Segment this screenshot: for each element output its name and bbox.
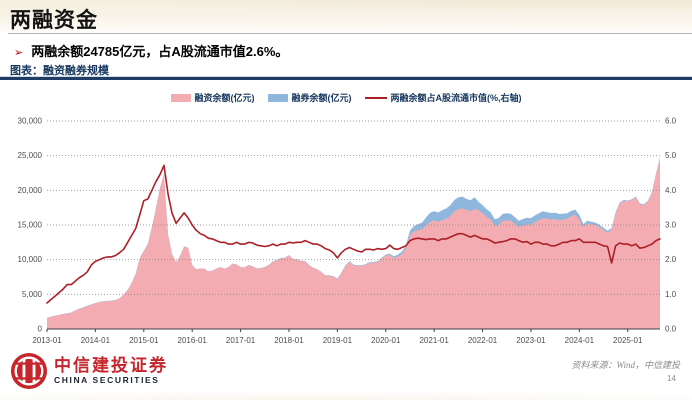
legend-item-ratio: 两融余额占A股流通市值(%,右轴) <box>364 91 522 104</box>
svg-text:5.0: 5.0 <box>665 151 677 160</box>
svg-text:10,000: 10,000 <box>18 255 43 264</box>
svg-text:4.0: 4.0 <box>665 186 677 195</box>
key-point-text: 两融余额24785亿元，占A股流通市值2.6%。 <box>31 44 289 59</box>
svg-text:20,000: 20,000 <box>18 186 43 195</box>
svg-text:25,000: 25,000 <box>18 151 43 160</box>
securities-swatch <box>267 93 288 102</box>
svg-text:2015-01: 2015-01 <box>129 336 159 345</box>
svg-text:2025-01: 2025-01 <box>613 336 643 345</box>
legend-item-securities: 融券余额(亿元) <box>267 91 352 104</box>
caption-divider <box>0 76 692 80</box>
svg-text:1.0: 1.0 <box>665 290 677 299</box>
svg-text:2013-01: 2013-01 <box>32 336 62 345</box>
svg-text:0: 0 <box>38 325 43 334</box>
key-point-row: ➢ 两融余额24785亿元，占A股流通市值2.6%。 <box>14 41 288 61</box>
svg-text:3.0: 3.0 <box>665 221 677 230</box>
logo-text: 中信建投证券 CHINA SECURITIES <box>54 357 168 385</box>
svg-text:15,000: 15,000 <box>18 221 43 230</box>
svg-text:5,000: 5,000 <box>22 290 43 299</box>
svg-text:2023-01: 2023-01 <box>516 336 546 345</box>
svg-text:2024-01: 2024-01 <box>565 336 595 345</box>
bullet-arrow-icon: ➢ <box>14 47 24 59</box>
svg-text:2018-01: 2018-01 <box>274 336 304 345</box>
svg-text:2022-01: 2022-01 <box>468 336 498 345</box>
bottom-marble-texture <box>0 380 692 400</box>
legend-securities-label: 融券余额(亿元) <box>291 93 352 103</box>
logo-english-name: CHINA SECURITIES <box>54 374 160 385</box>
svg-text:2021-01: 2021-01 <box>419 336 449 345</box>
figure-caption: 图表：融资融券规模 <box>10 65 109 77</box>
source-note: 资料来源：Wind，中信建投 <box>571 360 680 370</box>
page-number: 14 <box>667 374 676 383</box>
logo-chinese-name: 中信建投证券 <box>54 356 168 376</box>
svg-text:2020-01: 2020-01 <box>371 336 401 345</box>
title-divider <box>8 33 692 34</box>
legend-ratio-label: 两融余额占A股流通市值(%,右轴) <box>390 93 522 103</box>
chart-legend: 融资余额(亿元) 融券余额(亿元) 两融余额占A股流通市值(%,右轴) <box>0 91 692 104</box>
legend-financing-label: 融资余额(亿元) <box>194 93 255 103</box>
svg-text:2019-01: 2019-01 <box>323 336 353 345</box>
svg-text:0.0: 0.0 <box>665 325 677 334</box>
svg-text:30,000: 30,000 <box>18 117 43 126</box>
china-securities-emblem-icon <box>10 352 48 390</box>
ratio-line-swatch <box>364 96 387 99</box>
svg-text:6.0: 6.0 <box>665 117 677 126</box>
svg-text:2014-01: 2014-01 <box>81 336 111 345</box>
svg-text:2017-01: 2017-01 <box>226 336 256 345</box>
svg-text:2016-01: 2016-01 <box>178 336 208 345</box>
financing-swatch <box>170 93 191 102</box>
company-logo: 中信建投证券 CHINA SECURITIES <box>10 352 168 390</box>
page-title: 两融资金 <box>10 9 98 32</box>
legend-item-financing: 融资余额(亿元) <box>170 91 255 104</box>
svg-text:2.0: 2.0 <box>665 255 677 264</box>
top-marble-texture <box>0 0 692 36</box>
